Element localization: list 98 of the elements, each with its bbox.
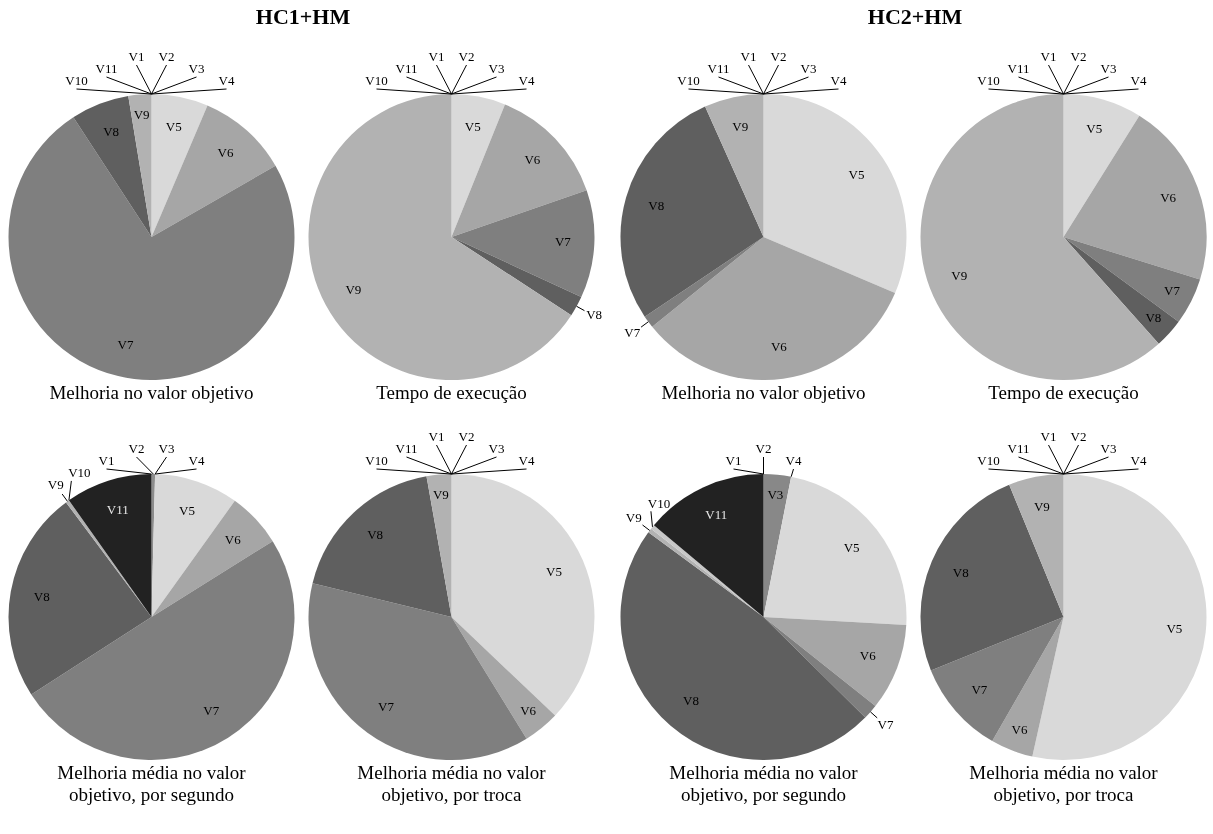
slice-label: V8 (1145, 310, 1162, 326)
slice-label: V9 (345, 281, 362, 297)
slice-label: V9 (951, 268, 968, 284)
slice-label: V5 (843, 540, 860, 556)
category-label: V2 (1070, 49, 1087, 65)
legend-label: V4 (785, 453, 802, 469)
category-label: V11 (707, 61, 730, 77)
slice-label: V11 (705, 507, 728, 523)
slice-label: V7 (203, 702, 220, 718)
text: Melhoria média no valor objetivo, por troca (968, 762, 1159, 806)
slice-label: V8 (33, 588, 50, 604)
slice-label: V8 (648, 197, 665, 213)
legend-label: V4 (218, 73, 235, 89)
slice-label: V9 (625, 509, 642, 525)
slice-label: V9 (432, 487, 449, 503)
category-label: V10 (977, 73, 1000, 89)
slice-label: V7 (554, 234, 572, 250)
slice-label: V5 (546, 564, 562, 580)
text: Tempo de execução (375, 382, 528, 404)
slice-label: V7 (377, 698, 395, 714)
slice-label: V6 (217, 144, 234, 160)
category-label: V3 (1100, 61, 1117, 77)
category-label: V10 (977, 453, 1000, 469)
category-label: V1 (725, 453, 742, 469)
category-label: V11 (395, 441, 418, 457)
category-label: V10 (677, 73, 700, 89)
slice-label: V11 (106, 502, 129, 518)
slice-label: V8 (952, 565, 969, 581)
text: Melhoria no valor objetivo (48, 382, 255, 404)
slice-label: V5 (848, 166, 865, 182)
category-label: V3 (158, 441, 175, 457)
slice-label: V5 (1086, 121, 1103, 137)
slice-label: V6 (1160, 189, 1177, 205)
slice-label: V9 (1033, 498, 1050, 514)
slice-label: V5 (464, 118, 481, 134)
text: Melhoria no valor objetivo (660, 382, 867, 404)
chart-subtitle: HC1+HM (254, 4, 352, 30)
category-label: V2 (770, 49, 787, 65)
category-label: V1 (1040, 429, 1057, 445)
category-label: V11 (1007, 61, 1030, 77)
slice-label: V9 (133, 107, 150, 123)
slice-label: V6 (859, 648, 877, 664)
category-label: V1 (128, 49, 145, 65)
category-label: V3 (188, 61, 205, 77)
slice-label: V3 (767, 487, 784, 503)
category-label: V2 (158, 49, 175, 65)
slice-label: V2 (128, 441, 145, 457)
category-label: V11 (95, 61, 118, 77)
text: Melhoria média no valor objetivo, por segundo (56, 762, 247, 806)
category-label: V1 (428, 429, 445, 445)
slice-label: V6 (770, 338, 788, 354)
legend-label: V4 (1130, 73, 1147, 89)
slice-label: V8 (586, 307, 603, 323)
category-label: V10 (365, 453, 388, 469)
category-label: V4 (188, 453, 205, 469)
category-label: V2 (458, 49, 475, 65)
slice-label: V9 (47, 476, 64, 492)
slice-label: V10 (647, 495, 671, 511)
category-label: V1 (1040, 49, 1057, 65)
category-label: V1 (98, 453, 115, 469)
category-label: V3 (800, 61, 817, 77)
category-label: V1 (740, 49, 757, 65)
slice-label: V8 (367, 527, 384, 543)
slice-label: V6 (1011, 721, 1028, 737)
slice-label: V8 (683, 693, 700, 709)
slice-label: V6 (224, 532, 242, 548)
slice-label: V7 (624, 325, 641, 341)
category-label: V3 (1100, 441, 1117, 457)
category-label: V3 (488, 441, 505, 457)
legend-label: V4 (518, 453, 535, 469)
slice-label: V5 (179, 502, 195, 518)
slice-label: V6 (520, 702, 537, 718)
slice-label: V7 (1164, 283, 1181, 299)
category-label: V11 (1007, 441, 1030, 457)
category-label: V3 (488, 61, 505, 77)
category-label: V1 (428, 49, 445, 65)
slice-label: V8 (103, 124, 120, 140)
slice-label: V5 (1166, 620, 1183, 636)
slice-label: V6 (524, 151, 541, 167)
legend-label: V4 (830, 73, 847, 89)
category-label: V10 (365, 73, 388, 89)
category-label: V2 (1070, 429, 1087, 445)
slice-label: V5 (165, 119, 182, 135)
text: Melhoria média no valor objetivo, por troca (356, 762, 547, 806)
chart-subtitle: HC2+HM (866, 4, 964, 30)
slice-label: V7 (971, 681, 988, 697)
category-label: V10 (65, 73, 88, 89)
category-label: V11 (395, 61, 418, 77)
category-label: V2 (458, 429, 475, 445)
text: Tempo de execução (987, 382, 1140, 404)
category-label: V2 (755, 441, 772, 457)
slice-label: V9 (732, 119, 749, 135)
slice-label: V7 (117, 336, 134, 352)
slice-label: V7 (877, 716, 894, 732)
legend-label: V10 (68, 465, 91, 481)
legend-label: V4 (1130, 453, 1147, 469)
text: Melhoria média no valor objetivo, por segundo (668, 762, 859, 806)
legend-label: V4 (518, 73, 535, 89)
